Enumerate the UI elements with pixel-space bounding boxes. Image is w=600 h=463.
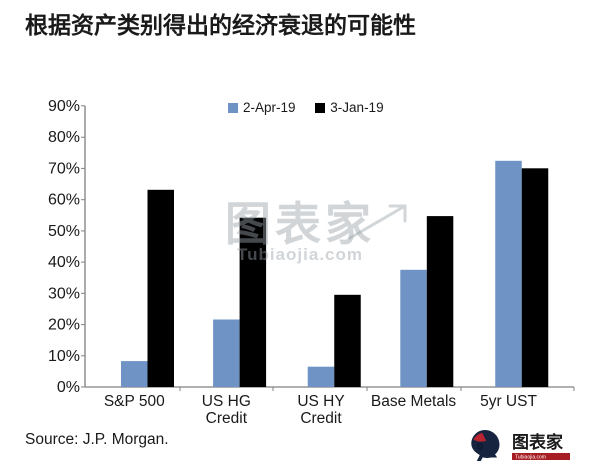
svg-text:70%: 70% <box>48 160 80 177</box>
svg-text:US HG: US HG <box>202 393 251 410</box>
svg-text:30%: 30% <box>48 285 80 302</box>
svg-text:80%: 80% <box>48 129 80 146</box>
svg-text:40%: 40% <box>48 254 80 271</box>
svg-text:Base Metals: Base Metals <box>371 393 457 410</box>
svg-text:图表家: 图表家 <box>225 198 375 250</box>
svg-text:10%: 10% <box>48 348 80 365</box>
svg-text:图表家: 图表家 <box>512 432 563 452</box>
svg-text:5yr UST: 5yr UST <box>480 393 537 410</box>
svg-text:Credit: Credit <box>300 410 342 427</box>
svg-text:0%: 0% <box>57 379 80 396</box>
svg-text:90%: 90% <box>48 98 80 115</box>
svg-text:50%: 50% <box>48 223 80 240</box>
svg-text:20%: 20% <box>48 317 80 334</box>
svg-text:US HY: US HY <box>297 393 344 410</box>
svg-text:Credit: Credit <box>206 410 248 427</box>
svg-text:S&P 500: S&P 500 <box>104 393 165 410</box>
svg-text:60%: 60% <box>48 192 80 209</box>
svg-text:Tubiaojia.com: Tubiaojia.com <box>237 245 363 264</box>
svg-text:Tubiaojia.com: Tubiaojia.com <box>515 455 546 461</box>
